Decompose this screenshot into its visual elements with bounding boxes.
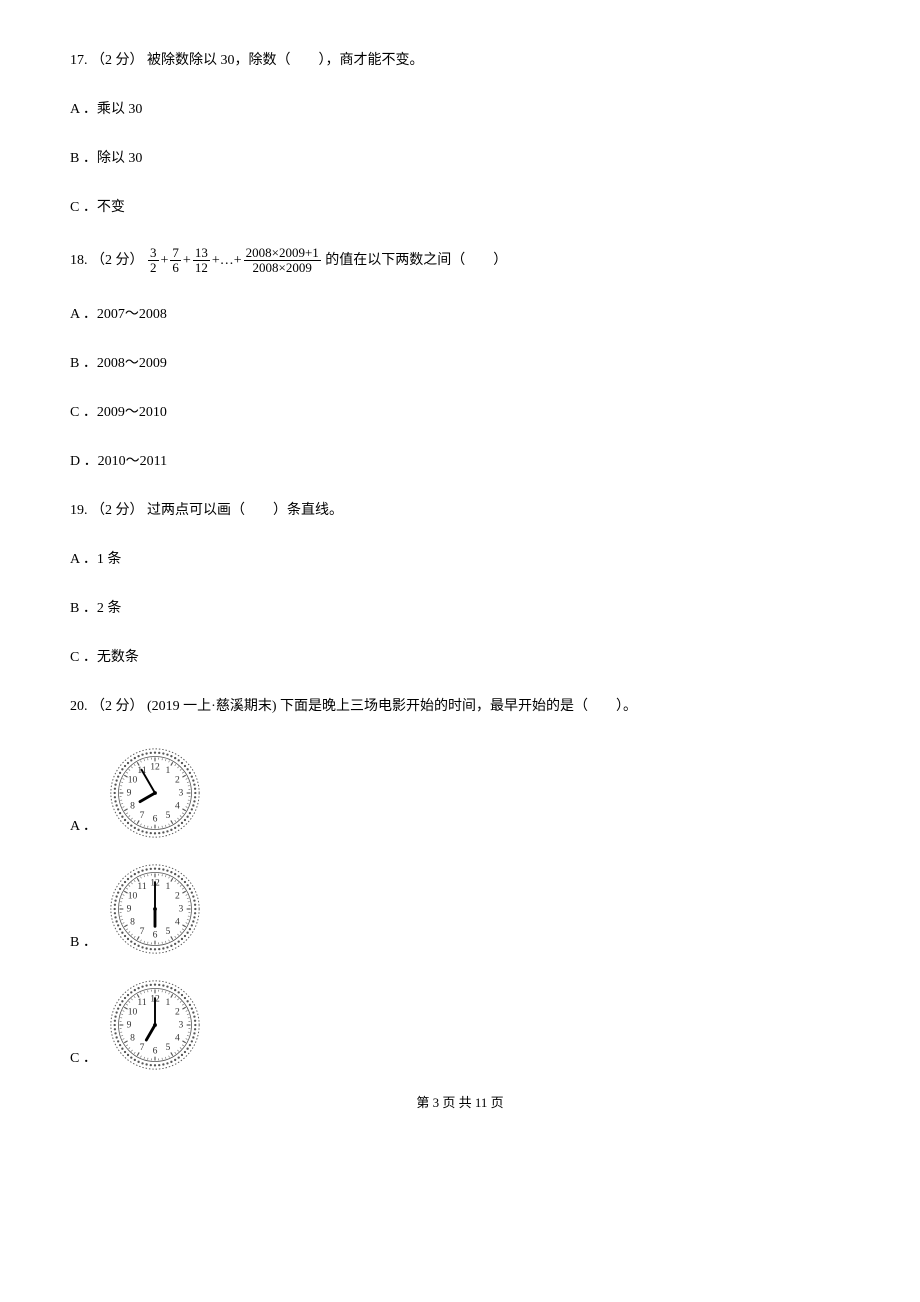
svg-text:9: 9 xyxy=(127,787,132,798)
q18-frac2-den: 6 xyxy=(170,261,181,275)
q18-frac3: 13 12 xyxy=(193,246,210,276)
svg-text:2: 2 xyxy=(175,890,180,901)
q18-prefix: 18. （2 分） xyxy=(70,253,147,268)
svg-text:6: 6 xyxy=(152,1045,157,1056)
q17-choice-c: C ．不变 xyxy=(70,197,850,218)
q20-label-c: C ． xyxy=(70,1048,97,1073)
q20-choice-a: A ． 123456789101112 xyxy=(70,745,850,841)
q18-frac3-num: 13 xyxy=(193,246,210,261)
svg-text:2: 2 xyxy=(175,774,180,785)
question-18-stem: 18. （2 分） 3 2 + 7 6 + 13 12 +…+ 2008×200… xyxy=(70,246,850,276)
svg-text:6: 6 xyxy=(152,929,157,940)
svg-text:7: 7 xyxy=(139,810,144,821)
svg-text:11: 11 xyxy=(137,997,146,1008)
q18-choice-a: A ．2007～2008 xyxy=(70,304,850,325)
q18-expression: 3 2 + 7 6 + 13 12 +…+ 2008×2009+1 2008×2… xyxy=(147,246,322,276)
svg-text:10: 10 xyxy=(128,890,138,901)
svg-text:2: 2 xyxy=(175,1006,180,1017)
svg-text:8: 8 xyxy=(130,916,135,927)
q18-frac2: 7 6 xyxy=(170,246,181,276)
q18-frac1: 3 2 xyxy=(148,246,159,276)
q18-frac1-den: 2 xyxy=(148,261,159,275)
q20-choice-c: C ． 123456789101112 xyxy=(70,977,850,1073)
svg-text:9: 9 xyxy=(127,1019,132,1030)
question-19-stem: 19. （2 分） 过两点可以画（ ）条直线。 xyxy=(70,500,850,521)
svg-text:1: 1 xyxy=(165,997,170,1008)
clock-icon-b: 123456789101112 xyxy=(107,861,203,957)
q18-choice-d: D ．2010～2011 xyxy=(70,451,850,472)
plus-sign: + xyxy=(183,250,191,271)
q19-choice-a: A ．1 条 xyxy=(70,549,850,570)
svg-text:10: 10 xyxy=(128,1006,138,1017)
svg-text:4: 4 xyxy=(175,800,180,811)
svg-text:11: 11 xyxy=(137,881,146,892)
svg-text:5: 5 xyxy=(165,810,170,821)
svg-text:3: 3 xyxy=(178,903,183,914)
svg-text:8: 8 xyxy=(130,1032,135,1043)
q18-frac-last-den: 2008×2009 xyxy=(244,261,321,275)
clock-icon-c: 123456789101112 xyxy=(107,977,203,1073)
svg-text:8: 8 xyxy=(130,800,135,811)
q18-choice-b: B ．2008～2009 xyxy=(70,353,850,374)
svg-text:6: 6 xyxy=(152,813,157,824)
q17-choice-b: B ．除以 30 xyxy=(70,148,850,169)
page-footer: 第 3 页 共 11 页 xyxy=(70,1093,850,1113)
q20-label-a: A ． xyxy=(70,816,97,841)
question-20-stem: 20. （2 分） (2019 一上·慈溪期末) 下面是晚上三场电影开始的时间，… xyxy=(70,696,850,717)
plus-sign: + xyxy=(161,250,169,271)
svg-text:1: 1 xyxy=(165,881,170,892)
q18-frac1-num: 3 xyxy=(148,246,159,261)
svg-text:5: 5 xyxy=(165,1042,170,1053)
q19-choice-c: C ．无数条 xyxy=(70,647,850,668)
q20-choice-b: B ． 123456789101112 xyxy=(70,861,850,957)
svg-text:9: 9 xyxy=(127,903,132,914)
svg-text:7: 7 xyxy=(139,1042,144,1053)
svg-text:7: 7 xyxy=(139,926,144,937)
question-17-stem: 17. （2 分） 被除数除以 30，除数（ ），商才能不变。 xyxy=(70,50,850,71)
clock-icon-a: 123456789101112 xyxy=(107,745,203,841)
q19-choice-b: B ．2 条 xyxy=(70,598,850,619)
q18-frac-last-num: 2008×2009+1 xyxy=(244,246,321,261)
svg-text:4: 4 xyxy=(175,916,180,927)
q18-suffix: 的值在以下两数之间（ ） xyxy=(325,253,507,268)
q18-frac2-num: 7 xyxy=(170,246,181,261)
q18-frac3-den: 12 xyxy=(193,261,210,275)
svg-text:5: 5 xyxy=(165,926,170,937)
svg-text:3: 3 xyxy=(178,787,183,798)
dots: +…+ xyxy=(212,250,242,271)
svg-text:3: 3 xyxy=(178,1019,183,1030)
svg-text:12: 12 xyxy=(150,761,160,772)
svg-text:4: 4 xyxy=(175,1032,180,1043)
svg-text:1: 1 xyxy=(165,765,170,776)
q18-frac-last: 2008×2009+1 2008×2009 xyxy=(244,246,321,276)
q17-choice-a: A ．乘以 30 xyxy=(70,99,850,120)
q20-label-b: B ． xyxy=(70,932,97,957)
q18-choice-c: C ．2009～2010 xyxy=(70,402,850,423)
svg-text:10: 10 xyxy=(128,774,138,785)
